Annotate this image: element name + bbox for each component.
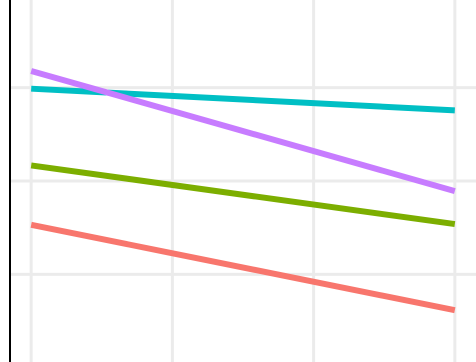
series-line-4 [30,221,456,314]
series-line-2 [30,68,456,195]
series-lines [30,68,456,314]
series-line-3 [30,162,456,228]
